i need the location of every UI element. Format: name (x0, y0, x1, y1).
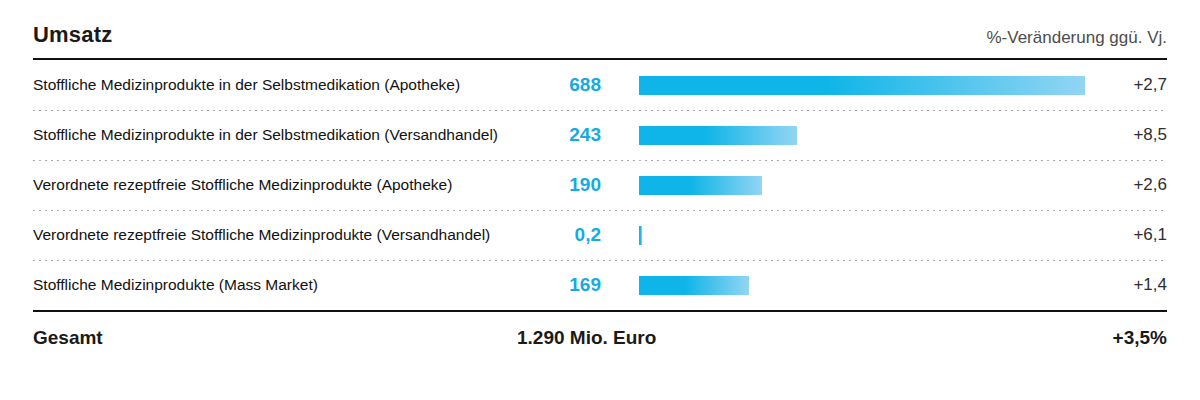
bar (639, 226, 642, 245)
bar (639, 176, 762, 195)
chart-header: Umsatz %-Veränderung ggü. Vj. (33, 22, 1167, 60)
row-label: Verordnete rezeptfreie Stoffliche Medizi… (33, 176, 513, 194)
bar (639, 126, 797, 145)
total-label: Gesamt (33, 327, 513, 349)
bar-track (639, 126, 1085, 145)
bar-track (639, 76, 1085, 95)
bar-track (639, 276, 1085, 295)
row-change: +1,4 (1085, 275, 1167, 295)
bar (639, 76, 1085, 95)
table-row: Stoffliche Medizinprodukte in der Selbst… (33, 60, 1167, 110)
row-change: +2,7 (1085, 75, 1167, 95)
total-row: Gesamt 1.290 Mio. Euro +3,5% (33, 310, 1167, 349)
umsatz-chart: Umsatz %-Veränderung ggü. Vj. Stoffliche… (33, 0, 1167, 349)
total-change: +3,5% (967, 327, 1167, 349)
row-value: 169 (513, 274, 605, 296)
chart-title: Umsatz (33, 22, 112, 48)
bar (639, 276, 749, 295)
row-change: +8,5 (1085, 125, 1167, 145)
bar-rows: Stoffliche Medizinprodukte in der Selbst… (33, 60, 1167, 310)
row-value: 688 (513, 74, 605, 96)
table-row: Stoffliche Medizinprodukte in der Selbst… (33, 110, 1167, 160)
change-column-header: %-Veränderung ggü. Vj. (986, 28, 1167, 48)
bar-track (639, 176, 1085, 195)
row-label: Stoffliche Medizinprodukte in der Selbst… (33, 126, 513, 144)
row-label: Verordnete rezeptfreie Stoffliche Medizi… (33, 226, 513, 244)
row-label: Stoffliche Medizinprodukte in der Selbst… (33, 76, 513, 94)
bar-track (639, 226, 1085, 245)
table-row: Verordnete rezeptfreie Stoffliche Medizi… (33, 160, 1167, 210)
table-row: Stoffliche Medizinprodukte (Mass Market)… (33, 260, 1167, 310)
row-change: +2,6 (1085, 175, 1167, 195)
row-value: 0,2 (513, 224, 605, 246)
table-row: Verordnete rezeptfreie Stoffliche Medizi… (33, 210, 1167, 260)
row-label: Stoffliche Medizinprodukte (Mass Market) (33, 276, 513, 294)
row-change: +6,1 (1085, 225, 1167, 245)
total-value: 1.290 Mio. Euro (513, 327, 967, 349)
row-value: 243 (513, 124, 605, 146)
row-value: 190 (513, 174, 605, 196)
